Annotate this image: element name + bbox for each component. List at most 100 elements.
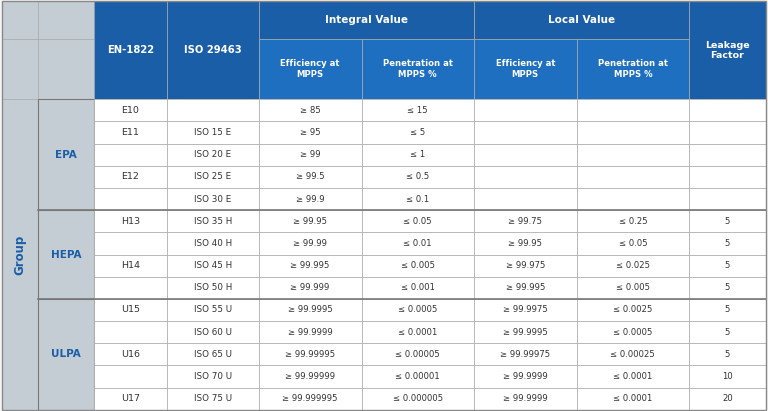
Text: 5: 5 bbox=[725, 217, 730, 226]
Bar bbox=[167, 232, 259, 254]
Bar bbox=[38, 1, 94, 39]
Bar bbox=[259, 365, 362, 388]
Text: Local Value: Local Value bbox=[548, 15, 615, 25]
Bar bbox=[362, 277, 474, 299]
Text: ≤ 0.00025: ≤ 0.00025 bbox=[611, 350, 655, 359]
Bar bbox=[689, 299, 766, 321]
Bar bbox=[167, 188, 259, 210]
Bar bbox=[94, 343, 167, 365]
Bar bbox=[259, 210, 362, 232]
Bar bbox=[259, 99, 362, 122]
Bar bbox=[167, 388, 259, 410]
Text: ≤ 5: ≤ 5 bbox=[410, 128, 425, 137]
Bar bbox=[362, 299, 474, 321]
Bar bbox=[362, 254, 474, 277]
Bar bbox=[362, 321, 474, 343]
Bar bbox=[362, 388, 474, 410]
Text: 5: 5 bbox=[725, 350, 730, 359]
Text: EPA: EPA bbox=[55, 150, 77, 160]
Text: ≤ 0.0001: ≤ 0.0001 bbox=[398, 328, 437, 337]
Text: ≤ 0.0005: ≤ 0.0005 bbox=[613, 328, 653, 337]
Text: ISO 75 U: ISO 75 U bbox=[194, 394, 232, 403]
Text: Leakage
Factor: Leakage Factor bbox=[705, 41, 750, 60]
Text: E11: E11 bbox=[121, 128, 140, 137]
Bar bbox=[167, 1, 259, 39]
Bar bbox=[167, 254, 259, 277]
Bar bbox=[474, 254, 577, 277]
Bar bbox=[94, 388, 167, 410]
Bar bbox=[259, 1, 474, 39]
Text: ≥ 99.99999: ≥ 99.99999 bbox=[285, 372, 335, 381]
Text: 5: 5 bbox=[725, 305, 730, 314]
Bar bbox=[362, 166, 474, 188]
Bar bbox=[577, 166, 689, 188]
Text: ≥ 99.99975: ≥ 99.99975 bbox=[500, 350, 551, 359]
Bar bbox=[94, 365, 167, 388]
Text: Group: Group bbox=[14, 234, 27, 275]
Text: ≤ 0.005: ≤ 0.005 bbox=[616, 283, 650, 292]
Bar bbox=[474, 277, 577, 299]
Text: ≤ 1: ≤ 1 bbox=[410, 150, 425, 159]
Text: Efficiency at
MPPS: Efficiency at MPPS bbox=[495, 59, 555, 79]
Bar bbox=[577, 365, 689, 388]
Bar bbox=[474, 232, 577, 254]
Bar bbox=[577, 343, 689, 365]
Bar bbox=[474, 299, 577, 321]
Bar bbox=[577, 122, 689, 143]
Text: ≤ 0.01: ≤ 0.01 bbox=[403, 239, 432, 248]
Text: ≥ 99: ≥ 99 bbox=[300, 150, 320, 159]
Text: ≥ 99.5: ≥ 99.5 bbox=[296, 172, 324, 181]
Text: 5: 5 bbox=[725, 328, 730, 337]
Bar bbox=[689, 321, 766, 343]
Bar bbox=[689, 143, 766, 166]
Bar bbox=[689, 188, 766, 210]
Text: EN-1822: EN-1822 bbox=[107, 45, 154, 55]
Text: ≥ 99.995: ≥ 99.995 bbox=[505, 283, 545, 292]
Text: ≤ 0.00005: ≤ 0.00005 bbox=[396, 350, 440, 359]
Bar bbox=[474, 1, 689, 39]
Text: ISO 15 E: ISO 15 E bbox=[194, 128, 231, 137]
Bar bbox=[577, 232, 689, 254]
Bar bbox=[38, 39, 94, 99]
Text: ≥ 99.9995: ≥ 99.9995 bbox=[503, 328, 548, 337]
Text: ISO 30 E: ISO 30 E bbox=[194, 194, 231, 203]
Bar bbox=[94, 299, 167, 321]
Bar bbox=[474, 365, 577, 388]
Text: ≥ 99.95: ≥ 99.95 bbox=[293, 217, 327, 226]
Text: ≥ 99.999995: ≥ 99.999995 bbox=[283, 394, 338, 403]
Bar bbox=[689, 365, 766, 388]
Bar bbox=[259, 188, 362, 210]
Text: ≥ 99.9975: ≥ 99.9975 bbox=[503, 305, 548, 314]
Text: ISO 45 H: ISO 45 H bbox=[194, 261, 232, 270]
Bar bbox=[94, 1, 167, 39]
Text: ≤ 0.0001: ≤ 0.0001 bbox=[613, 394, 653, 403]
Text: ≥ 99.975: ≥ 99.975 bbox=[505, 261, 545, 270]
Bar bbox=[577, 299, 689, 321]
Text: ≥ 99.75: ≥ 99.75 bbox=[508, 217, 542, 226]
Text: ≤ 0.001: ≤ 0.001 bbox=[401, 283, 435, 292]
Bar bbox=[362, 99, 474, 122]
Text: ≥ 99.9: ≥ 99.9 bbox=[296, 194, 324, 203]
Bar bbox=[689, 166, 766, 188]
Text: ≥ 99.9999: ≥ 99.9999 bbox=[288, 328, 333, 337]
Bar bbox=[259, 143, 362, 166]
Bar bbox=[94, 254, 167, 277]
Bar bbox=[689, 277, 766, 299]
Text: ≥ 99.95: ≥ 99.95 bbox=[508, 239, 542, 248]
Bar bbox=[577, 321, 689, 343]
Text: H14: H14 bbox=[121, 261, 140, 270]
Bar bbox=[167, 99, 259, 122]
Text: 5: 5 bbox=[725, 283, 730, 292]
Bar bbox=[259, 277, 362, 299]
Bar bbox=[167, 343, 259, 365]
Text: HEPA: HEPA bbox=[51, 249, 81, 259]
Text: ISO 20 E: ISO 20 E bbox=[194, 150, 231, 159]
Text: 5: 5 bbox=[725, 239, 730, 248]
Bar bbox=[167, 210, 259, 232]
Bar bbox=[259, 299, 362, 321]
Text: E12: E12 bbox=[121, 172, 140, 181]
Bar bbox=[362, 232, 474, 254]
Bar bbox=[167, 299, 259, 321]
Bar bbox=[2, 99, 38, 410]
Text: ≤ 0.1: ≤ 0.1 bbox=[406, 194, 429, 203]
